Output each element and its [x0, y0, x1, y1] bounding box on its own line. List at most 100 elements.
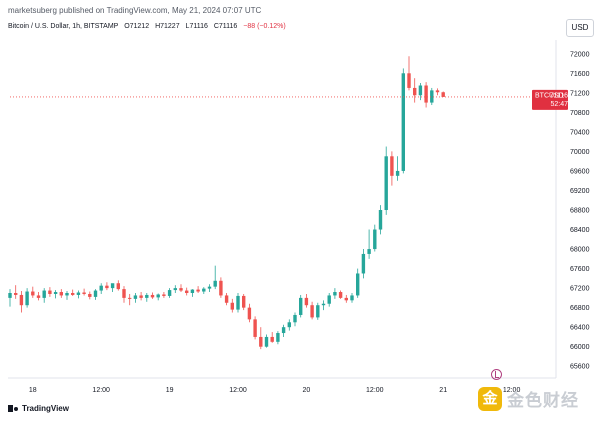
candle — [76, 290, 81, 299]
candle — [441, 91, 445, 97]
y-tick-label: 65600 — [570, 364, 590, 371]
candle — [82, 288, 86, 296]
candle-body — [390, 156, 394, 176]
currency-button[interactable]: USD — [566, 19, 594, 37]
candle — [207, 284, 212, 293]
candle — [53, 290, 58, 299]
x-tick-label: 20 — [303, 387, 311, 394]
x-tick-label: 19 — [166, 387, 174, 394]
candle-body — [185, 290, 189, 293]
y-tick-label: 70800 — [570, 110, 590, 117]
candle-body — [327, 295, 331, 304]
candle — [59, 289, 63, 298]
candle-body — [128, 297, 132, 299]
candle-body — [31, 291, 35, 296]
candle-body — [190, 289, 195, 293]
candle — [418, 83, 423, 101]
y-tick-label: 67600 — [570, 266, 590, 273]
candle-body — [333, 292, 337, 296]
candle — [105, 282, 109, 291]
candle-body — [270, 336, 274, 342]
x-axis: 18 12:00 19 12:00 20 12:00 21 12:00 — [29, 387, 521, 394]
candle-body — [316, 305, 320, 318]
timezone-clock-icon[interactable] — [491, 369, 502, 380]
candle-body — [430, 90, 434, 103]
candle — [65, 291, 69, 300]
candle — [299, 294, 303, 318]
candle-body — [150, 294, 155, 298]
y-tick-label: 67200 — [570, 286, 590, 293]
y-tick-label: 66400 — [570, 325, 590, 332]
candle-body — [350, 295, 354, 301]
candle-body — [356, 273, 360, 296]
candle-body — [213, 280, 217, 287]
candle-body — [418, 85, 423, 96]
candle-body — [441, 92, 445, 97]
candle-body — [253, 319, 257, 337]
candle-body — [367, 249, 371, 254]
candle — [19, 291, 24, 313]
jinse-watermark-text: 金色财经 — [507, 391, 579, 410]
candle-body — [236, 295, 240, 310]
candle — [110, 283, 115, 293]
candle-body — [76, 292, 81, 295]
candle — [264, 334, 269, 348]
candle — [413, 78, 417, 103]
candle — [316, 302, 320, 320]
x-tick-label: 12:00 — [503, 387, 521, 394]
candle-body — [110, 283, 115, 289]
candles-group — [8, 56, 445, 350]
tradingview-mark-icon — [8, 405, 18, 412]
candle — [202, 287, 206, 294]
candle-body — [281, 327, 286, 334]
candle — [350, 293, 354, 303]
candle — [287, 319, 291, 331]
candle-body — [179, 288, 183, 291]
y-axis: 65600 66000 66400 66800 67200 67600 68000 68400… — [570, 51, 590, 370]
y-tick-label: 68400 — [570, 227, 590, 234]
candle — [173, 285, 177, 293]
candle-body — [48, 290, 52, 294]
candle-body — [287, 322, 291, 328]
last-price-symbol: BTCUSD — [535, 92, 564, 99]
candle-body — [173, 288, 177, 291]
candle — [321, 300, 326, 311]
candle — [36, 292, 41, 301]
candle-body — [196, 289, 200, 292]
candle-body — [293, 314, 297, 323]
y-tick-label: 71200 — [570, 90, 590, 97]
y-tick-label: 70400 — [570, 129, 590, 136]
y-tick-label: 66800 — [570, 305, 590, 312]
candle-body — [207, 286, 212, 289]
tradingview-logo: TradingView — [8, 404, 69, 413]
candle — [99, 283, 103, 294]
candle — [116, 280, 120, 291]
candle-body — [344, 297, 348, 301]
candle — [88, 291, 92, 300]
candle — [276, 331, 280, 345]
candle-body — [242, 295, 246, 308]
candle-body — [247, 307, 252, 320]
y-tick-label: 72000 — [570, 51, 590, 58]
candle-body — [162, 294, 166, 296]
x-tick-label: 12:00 — [229, 387, 247, 394]
candle-body — [219, 280, 223, 296]
candle — [247, 303, 252, 323]
candle-body — [167, 290, 172, 296]
candle — [395, 156, 400, 181]
candle — [384, 146, 388, 215]
candle-body — [401, 73, 405, 171]
y-tick-label: 68800 — [570, 208, 590, 215]
candle — [344, 294, 348, 303]
candle — [224, 293, 229, 306]
y-tick-label: 69600 — [570, 168, 590, 175]
candle — [71, 289, 75, 296]
candle — [293, 312, 297, 327]
candle-body — [53, 292, 58, 294]
candle-body — [82, 292, 86, 294]
symbol-name: Bitcoin / U.S. Dollar, 1h, BITSTAMP — [8, 23, 119, 30]
candle-body — [361, 253, 366, 274]
candle — [253, 316, 257, 340]
ohlc-low: L71116 — [185, 23, 208, 30]
